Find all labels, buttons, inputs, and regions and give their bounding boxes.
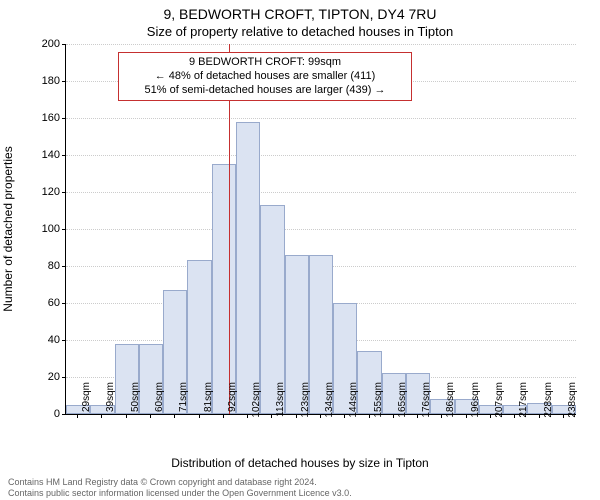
gridline bbox=[66, 229, 576, 230]
histogram-bar bbox=[236, 122, 260, 414]
annotation-line3: 51% of semi-detached houses are larger (… bbox=[125, 84, 405, 98]
x-tick-label: 71sqm bbox=[178, 382, 189, 422]
y-tick-label: 60 bbox=[26, 297, 60, 309]
histogram-bar bbox=[212, 164, 236, 414]
x-tick-label: 176sqm bbox=[421, 382, 432, 422]
x-tick-label: 92sqm bbox=[227, 382, 238, 422]
x-tick-label: 186sqm bbox=[445, 382, 456, 422]
x-tick-label: 50sqm bbox=[130, 382, 141, 422]
x-tick-label: 217sqm bbox=[518, 382, 529, 422]
y-tick-label: 20 bbox=[26, 371, 60, 383]
x-tick-label: 102sqm bbox=[251, 382, 262, 422]
x-tick-label: 207sqm bbox=[494, 382, 505, 422]
annotation-line2: ← 48% of detached houses are smaller (41… bbox=[125, 70, 405, 84]
y-tick-label: 180 bbox=[26, 75, 60, 87]
x-tick-label: 155sqm bbox=[373, 382, 384, 422]
x-tick-label: 165sqm bbox=[397, 382, 408, 422]
gridline bbox=[66, 118, 576, 119]
y-axis-label: Number of detached properties bbox=[1, 146, 15, 311]
annotation-box: 9 BEDWORTH CROFT: 99sqm ← 48% of detache… bbox=[118, 52, 412, 101]
y-tick-label: 40 bbox=[26, 334, 60, 346]
x-tick-label: 238sqm bbox=[567, 382, 578, 422]
gridline bbox=[66, 192, 576, 193]
footer-line1: Contains HM Land Registry data © Crown c… bbox=[8, 477, 352, 487]
y-tick-label: 160 bbox=[26, 112, 60, 124]
property-size-chart: 9, BEDWORTH CROFT, TIPTON, DY4 7RU Size … bbox=[0, 0, 600, 500]
x-tick-label: 123sqm bbox=[300, 382, 311, 422]
x-tick-label: 113sqm bbox=[275, 382, 286, 422]
gridline bbox=[66, 155, 576, 156]
footer-line2: Contains public sector information licen… bbox=[8, 488, 352, 498]
x-tick-label: 134sqm bbox=[324, 382, 335, 422]
x-tick-label: 228sqm bbox=[543, 382, 554, 422]
chart-subtitle: Size of property relative to detached ho… bbox=[0, 24, 600, 39]
y-tick-label: 100 bbox=[26, 223, 60, 235]
x-tick-label: 39sqm bbox=[105, 382, 116, 422]
x-tick-label: 60sqm bbox=[154, 382, 165, 422]
x-tick-label: 81sqm bbox=[203, 382, 214, 422]
x-tick-label: 196sqm bbox=[470, 382, 481, 422]
x-axis-label: Distribution of detached houses by size … bbox=[0, 456, 600, 470]
annotation-line1: 9 BEDWORTH CROFT: 99sqm bbox=[125, 56, 405, 70]
x-tick-label: 144sqm bbox=[348, 382, 359, 422]
y-tick-label: 140 bbox=[26, 149, 60, 161]
y-tick-label: 120 bbox=[26, 186, 60, 198]
gridline bbox=[66, 44, 576, 45]
y-tick-label: 0 bbox=[26, 408, 60, 420]
footer-credits: Contains HM Land Registry data © Crown c… bbox=[8, 477, 352, 498]
x-tick-label: 29sqm bbox=[81, 382, 92, 422]
chart-title: 9, BEDWORTH CROFT, TIPTON, DY4 7RU bbox=[0, 6, 600, 22]
y-tick-label: 200 bbox=[26, 38, 60, 50]
y-tick-label: 80 bbox=[26, 260, 60, 272]
